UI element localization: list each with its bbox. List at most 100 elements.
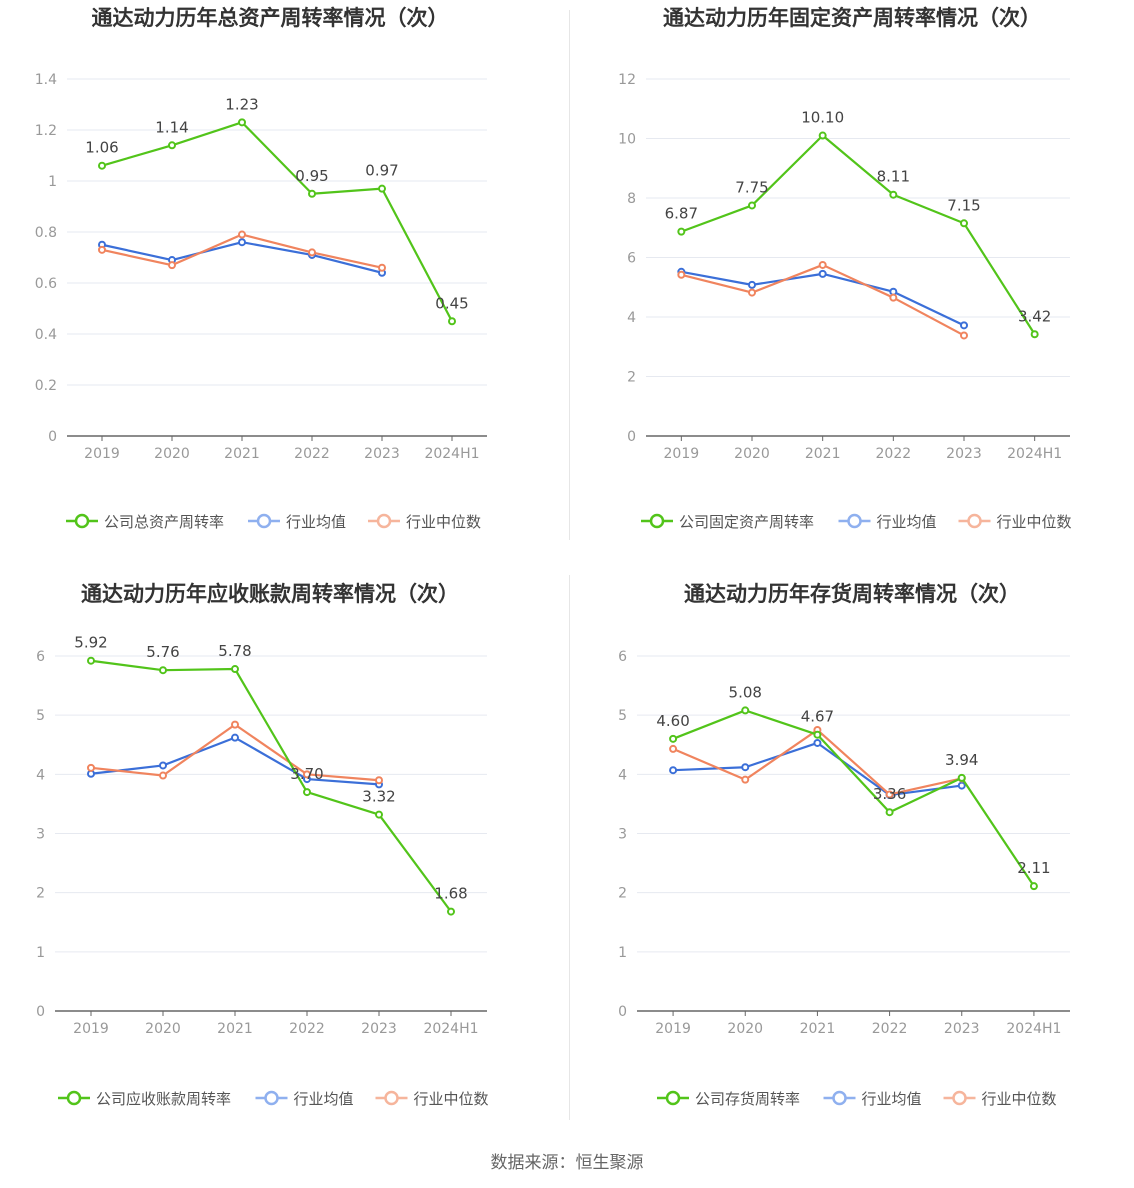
data-label: 1.06 — [85, 139, 118, 157]
legend-marker-avg — [264, 1090, 279, 1106]
y-tick-label: 0 — [618, 1004, 627, 1020]
x-tick-label: 2022 — [872, 1021, 908, 1037]
x-tick-label: 2020 — [154, 446, 190, 462]
y-tick-label: 2 — [618, 886, 627, 902]
legend-label-median: 行业中位数 — [414, 1090, 489, 1108]
y-tick-label: 6 — [618, 649, 627, 665]
series-line-company — [101, 121, 453, 322]
y-tick-label: 4 — [627, 310, 636, 326]
data-point-median — [231, 720, 239, 729]
data-point-median — [669, 744, 678, 753]
data-point-median — [889, 293, 898, 302]
data-point-company — [98, 161, 106, 170]
chart-title: 通达动力历年应收账款周转率情况（次） — [81, 582, 459, 606]
data-point-median — [238, 230, 246, 239]
data-point-avg — [669, 766, 678, 775]
legend-label-avg: 行业均值 — [877, 513, 937, 531]
data-label: 0.45 — [435, 294, 468, 312]
data-point-company — [308, 189, 316, 198]
data-point-company — [813, 730, 822, 739]
legend-marker-median — [952, 1090, 967, 1106]
legend-label-avg: 行业均值 — [862, 1090, 922, 1108]
data-point-company — [375, 810, 383, 819]
x-tick-label: 2022 — [876, 446, 912, 462]
data-point-median — [303, 770, 311, 779]
data-label: 5.08 — [729, 683, 762, 701]
y-tick-label: 12 — [618, 72, 636, 88]
panel-divider-top — [569, 10, 570, 540]
data-point-company — [231, 665, 239, 674]
legend-label-median: 行业中位数 — [997, 513, 1072, 531]
x-tick-label: 2024H1 — [423, 1021, 478, 1037]
data-label: 1.14 — [155, 118, 188, 136]
x-tick-label: 2024H1 — [1006, 1021, 1061, 1037]
data-point-avg — [231, 733, 239, 742]
y-tick-label: 5 — [36, 708, 45, 724]
data-point-company — [960, 219, 968, 228]
legend-label-company: 公司存货周转率 — [695, 1090, 800, 1108]
data-point-company — [889, 190, 898, 199]
y-tick-label: 0.8 — [35, 225, 57, 241]
x-tick-label: 2024H1 — [1007, 446, 1062, 462]
data-point-company — [303, 788, 311, 797]
x-tick-label: 2022 — [289, 1021, 325, 1037]
legend-label-company: 公司固定资产周转率 — [679, 513, 814, 531]
legend-marker-median — [384, 1090, 399, 1106]
series-line-company — [680, 134, 1036, 335]
legend-label-avg: 行业均值 — [286, 513, 346, 531]
y-tick-label: 10 — [618, 132, 636, 148]
x-tick-label: 2021 — [217, 1021, 253, 1037]
x-tick-label: 2020 — [145, 1021, 181, 1037]
data-label: 3.32 — [362, 788, 395, 806]
data-label: 5.92 — [74, 634, 107, 652]
legend-marker-avg — [847, 513, 862, 529]
data-point-company — [1029, 882, 1038, 891]
data-point-company — [885, 808, 894, 817]
chart-title: 通达动力历年存货周转率情况（次） — [684, 582, 1020, 606]
data-label: 8.11 — [877, 168, 910, 186]
data-point-company — [87, 656, 95, 665]
legend-marker-company — [74, 513, 90, 529]
y-tick-label: 2 — [36, 886, 45, 902]
legend-marker-company — [665, 1090, 681, 1106]
x-tick-label: 2023 — [944, 1021, 980, 1037]
data-label: 5.78 — [218, 642, 251, 660]
series-line-company — [90, 659, 452, 913]
legend-marker-company — [66, 1090, 82, 1106]
data-point-median — [308, 248, 316, 257]
data-label: 3.70 — [290, 765, 323, 783]
data-point-avg — [813, 738, 822, 747]
x-tick-label: 2021 — [800, 1021, 836, 1037]
series-line-company — [672, 709, 1035, 887]
data-point-company — [159, 666, 167, 675]
x-tick-label: 2022 — [294, 446, 330, 462]
x-tick-label: 2020 — [734, 446, 770, 462]
x-tick-label: 2023 — [364, 446, 400, 462]
data-label: 6.87 — [665, 205, 698, 223]
data-label: 7.15 — [947, 196, 980, 214]
data-point-company — [1030, 330, 1039, 339]
legend-marker-company — [649, 513, 665, 529]
y-tick-label: 0 — [627, 429, 636, 445]
data-point-company — [238, 118, 246, 127]
data-point-avg — [818, 269, 827, 278]
data-point-median — [748, 288, 756, 297]
x-tick-label: 2023 — [361, 1021, 397, 1037]
y-tick-label: 4 — [36, 767, 45, 783]
data-source-note: 数据来源：恒生聚源 — [490, 1153, 644, 1173]
y-tick-label: 8 — [627, 191, 636, 207]
y-tick-label: 1.2 — [35, 123, 57, 139]
data-point-company — [818, 131, 827, 140]
y-tick-label: 5 — [618, 708, 627, 724]
y-tick-label: 4 — [618, 767, 627, 783]
data-point-median — [98, 245, 106, 254]
x-tick-label: 2021 — [224, 446, 260, 462]
legend-marker-avg — [256, 513, 272, 529]
y-tick-label: 3 — [618, 827, 627, 843]
data-label: 4.67 — [801, 708, 834, 726]
data-point-avg — [960, 321, 968, 330]
y-tick-label: 0.2 — [35, 378, 57, 394]
